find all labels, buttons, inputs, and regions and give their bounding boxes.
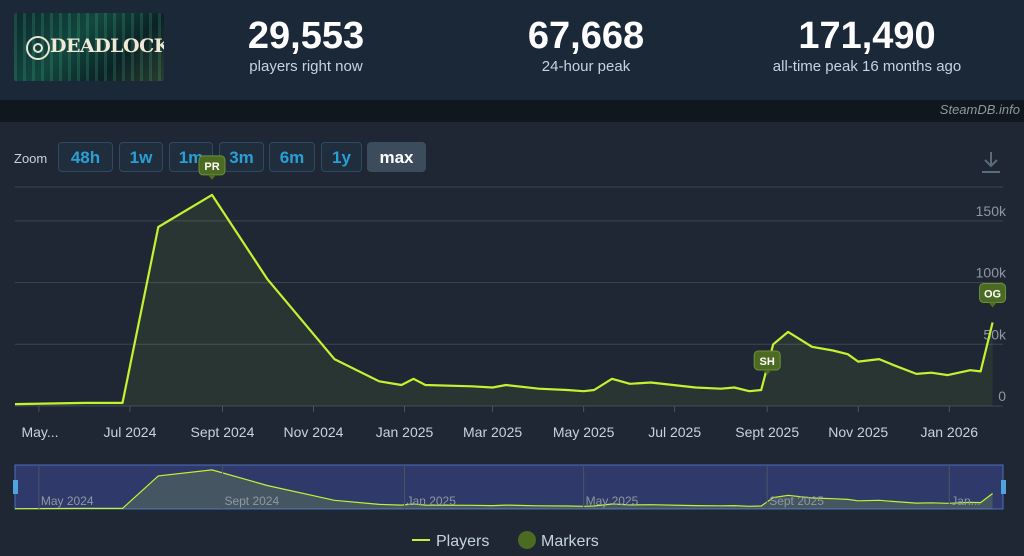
download-icon[interactable] <box>980 150 1002 174</box>
zoom-48h-button[interactable]: 48h <box>58 142 113 172</box>
stat-24h-peak: 67,668 24-hour peak <box>496 14 676 76</box>
y-tick-label: 150k <box>976 203 1007 219</box>
y-tick-label: 0 <box>998 388 1006 404</box>
x-tick-label: May 2025 <box>553 424 615 440</box>
navigator-tick-label: Jan... <box>951 494 980 508</box>
navigator-right-handle <box>1001 480 1006 494</box>
navigator: May 2024 Sept 2024 Jan 2025 May 2025 Sept 20… <box>13 464 1006 510</box>
zoom-1y-button[interactable]: 1y <box>321 142 362 172</box>
x-tick-label: Mar 2025 <box>463 424 522 440</box>
event-markers: PR SH OG <box>198 155 1007 375</box>
grid-lines <box>15 186 1003 407</box>
credit-bar: SteamDB.info <box>0 100 1024 122</box>
zoom-label: Zoom <box>14 151 48 166</box>
navigator-tick-label: Sept 2025 <box>769 494 824 508</box>
stat-label: all-time peak 16 months ago <box>772 58 962 75</box>
x-tick-label: Jul 2024 <box>103 424 156 440</box>
steamdb-credit-link[interactable]: SteamDB.info <box>939 102 1020 117</box>
stat-label: players right now <box>249 58 363 75</box>
marker-pointer <box>208 174 217 180</box>
stat-current-players: 29,553 players right now <box>216 14 396 76</box>
x-tick-label: Jan 2025 <box>376 424 434 440</box>
legend-markers-swatch <box>518 531 536 549</box>
marker-pointer <box>988 302 997 308</box>
x-tick-label: Sept 2025 <box>735 424 799 440</box>
y-tick-label: 50k <box>983 326 1007 342</box>
x-tick-label: Nov 2024 <box>284 424 344 440</box>
marker-pointer <box>763 369 772 375</box>
zoom-6m-button[interactable]: 6m <box>269 142 315 172</box>
marker-label: PR <box>204 161 219 173</box>
legend: Players Markers <box>412 531 599 550</box>
game-logo[interactable]: DEADLOCK <box>14 13 164 81</box>
navigator-line <box>14 469 993 510</box>
stat-all-time-peak: 171,490 all-time peak 16 months ago <box>752 14 982 76</box>
stat-label: 24-hour peak <box>541 58 631 75</box>
x-tick-label: Sept 2024 <box>191 424 255 440</box>
navigator-tick-label: May 2024 <box>41 494 94 508</box>
x-tick-label: Jul 2025 <box>648 424 701 440</box>
legend-players-label: Players <box>436 533 489 550</box>
navigator-tick-label: May 2025 <box>586 494 639 508</box>
x-axis-ticks: May... Jul 2024 Sept 2024 Nov 2024 Jan 2025 M… <box>21 406 978 440</box>
header: DEADLOCK 29,553 players right now 67,668… <box>0 0 1024 100</box>
legend-markers-label: Markers <box>541 533 599 550</box>
logo-wordmark: DEADLOCK <box>50 35 164 57</box>
x-tick-label: Jan 2026 <box>920 424 978 440</box>
stat-value: 67,668 <box>527 15 645 57</box>
zoom-1m-button[interactable]: 1m <box>169 142 213 172</box>
x-tick-label: May... <box>21 424 58 440</box>
deadlock-emblem-icon <box>26 36 50 60</box>
players-series <box>14 193 994 406</box>
navigator-tick-label: Jan 2025 <box>407 494 457 508</box>
stat-value: 29,553 <box>247 15 365 57</box>
zoom-3m-button[interactable]: 3m <box>219 142 264 172</box>
stat-value: 171,490 <box>798 15 936 57</box>
x-tick-label: Nov 2025 <box>828 424 888 440</box>
y-tick-label: 100k <box>976 265 1007 281</box>
zoom-max-button[interactable]: max <box>367 142 426 172</box>
players-area <box>15 194 993 406</box>
navigator-left-handle <box>13 480 18 494</box>
navigator-tick-label: Sept 2024 <box>224 494 279 508</box>
marker-label: SH <box>760 356 775 368</box>
players-line <box>14 193 994 406</box>
navigator-area <box>15 469 993 509</box>
marker-label: OG <box>984 288 1001 300</box>
zoom-1w-button[interactable]: 1w <box>119 142 163 172</box>
